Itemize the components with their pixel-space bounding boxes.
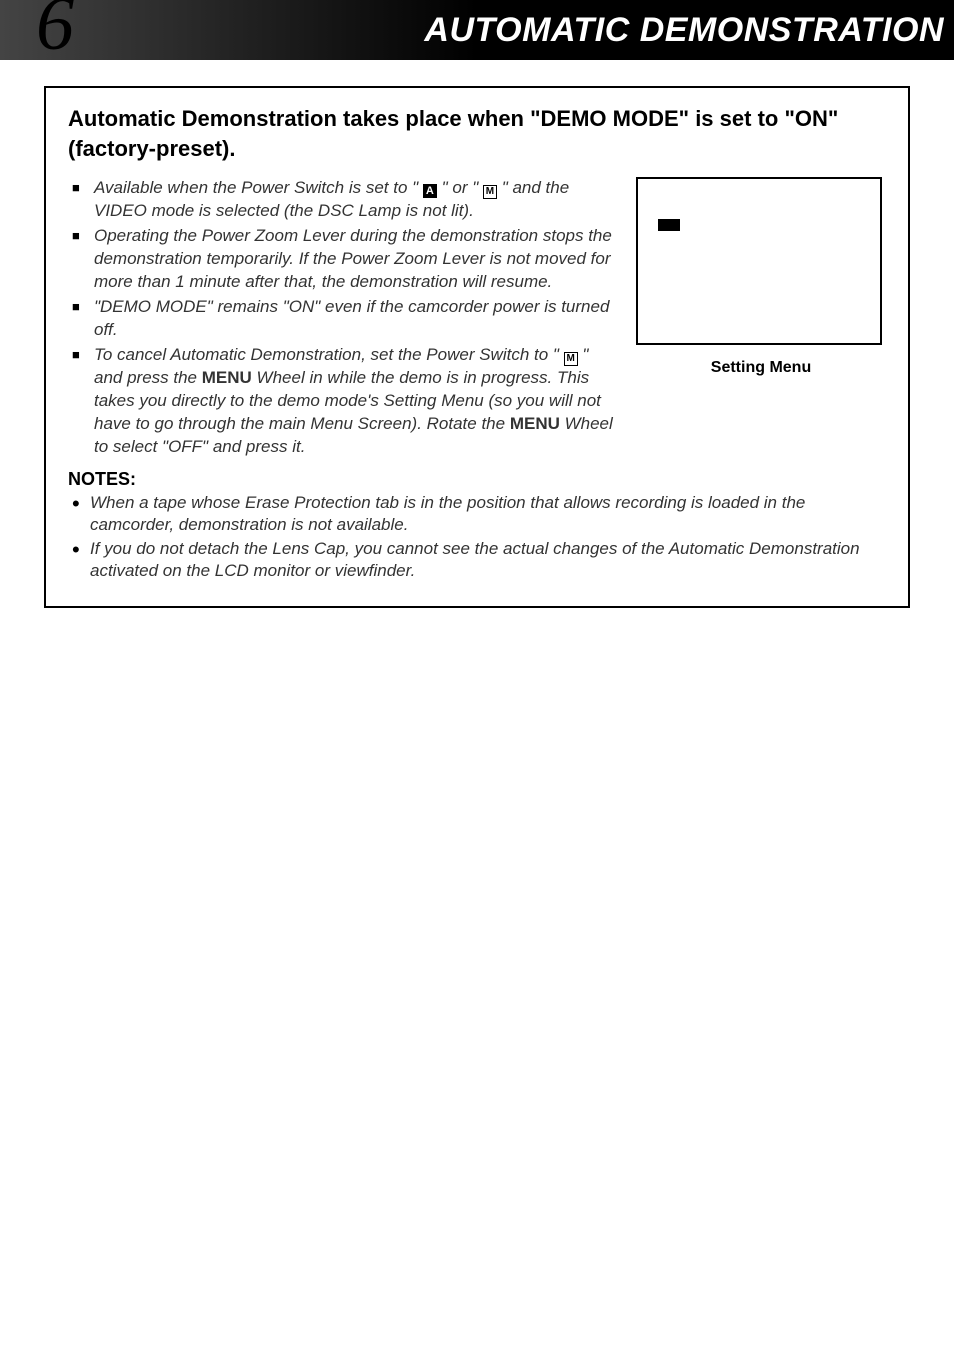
menu-highlight-marker <box>658 219 680 231</box>
bullet-item-1: Available when the Power Switch is set t… <box>68 177 616 223</box>
text-column: Available when the Power Switch is set t… <box>68 177 616 468</box>
header-title: AUTOMATIC DEMONSTRATION <box>424 11 944 50</box>
bullet-item-2: Operating the Power Zoom Lever during th… <box>68 225 616 294</box>
note-item-2: If you do not detach the Lens Cap, you c… <box>68 538 886 582</box>
notes-list: When a tape whose Erase Protection tab i… <box>68 492 886 582</box>
notes-heading: NOTES: <box>68 469 886 490</box>
figure-column: Setting Menu <box>636 177 886 377</box>
bullet-item-3: "DEMO MODE" remains "ON" even if the cam… <box>68 296 616 342</box>
bullet-text-segment: To cancel Automatic Demonstration, set t… <box>94 345 564 364</box>
m-icon: M <box>483 185 497 199</box>
menu-label: MENU <box>510 414 560 433</box>
main-content-row: Available when the Power Switch is set t… <box>68 177 886 468</box>
bullet-item-4: To cancel Automatic Demonstration, set t… <box>68 344 616 459</box>
bullet-list: Available when the Power Switch is set t… <box>68 177 616 458</box>
page-number: 6 <box>36 0 74 62</box>
menu-label: MENU <box>202 368 252 387</box>
m-icon: M <box>564 352 578 366</box>
figure-caption: Setting Menu <box>636 359 886 377</box>
a-icon: A <box>423 184 437 198</box>
bullet-text-segment: " or " <box>437 178 483 197</box>
bullet-text-segment: Available when the Power Switch is set t… <box>94 178 423 197</box>
content-box: Automatic Demonstration takes place when… <box>44 86 910 608</box>
header-bar: 6 AUTOMATIC DEMONSTRATION <box>0 0 954 60</box>
intro-heading: Automatic Demonstration takes place when… <box>68 104 886 163</box>
setting-menu-screen <box>636 177 882 345</box>
note-item-1: When a tape whose Erase Protection tab i… <box>68 492 886 536</box>
